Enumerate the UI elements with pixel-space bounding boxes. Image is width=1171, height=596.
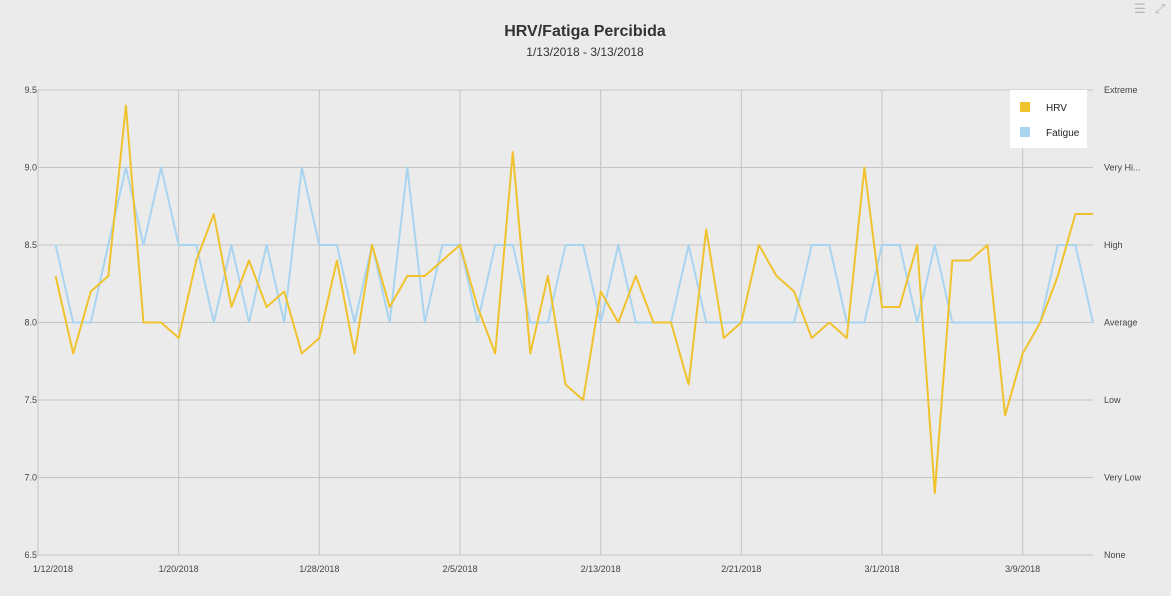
y-left-tick-label: 9.0 <box>24 163 37 173</box>
y-right-tick-label: High <box>1104 240 1123 250</box>
x-tick-label: 2/5/2018 <box>442 564 477 574</box>
y-left-tick-label: 9.5 <box>24 85 37 95</box>
y-left-tick-label: 7.5 <box>24 395 37 405</box>
y-right-tick-label: None <box>1104 550 1126 560</box>
y-left-tick-label: 6.5 <box>24 550 37 560</box>
x-tick-label: 3/1/2018 <box>864 564 899 574</box>
y-right-tick-label: Very Low <box>1104 473 1142 483</box>
y-left-tick-label: 8.0 <box>24 318 37 328</box>
series-line-hrv <box>54 104 1093 494</box>
x-tick-label: 3/9/2018 <box>1005 564 1040 574</box>
y-right-tick-label: Low <box>1104 395 1121 405</box>
x-tick-label: 1/20/2018 <box>159 564 199 574</box>
y-left-tick-label: 8.5 <box>24 240 37 250</box>
y-right-tick-label: Extreme <box>1104 85 1138 95</box>
chart-subtitle: 1/13/2018 - 3/13/2018 <box>526 45 644 59</box>
chart-title: HRV/Fatiga Percibida <box>504 23 666 40</box>
legend-swatch-hrv <box>1020 102 1030 112</box>
series-line-fatigue <box>54 166 1094 324</box>
x-tick-label: 1/12/2018 <box>33 564 73 574</box>
y-left-tick-label: 7.0 <box>24 473 37 483</box>
x-tick-label: 1/28/2018 <box>299 564 339 574</box>
x-tick-label: 2/21/2018 <box>721 564 761 574</box>
legend-label-fatigue[interactable]: Fatigue <box>1046 128 1080 139</box>
legend-label-hrv[interactable]: HRV <box>1046 103 1067 114</box>
legend: HRV Fatigue <box>1010 90 1087 148</box>
legend-box <box>1010 90 1087 148</box>
y-right-tick-label: Average <box>1104 318 1137 328</box>
collapse-arrows-icon[interactable]: ⤢ <box>1154 1 1166 16</box>
hamburger-menu-icon[interactable]: ☰ <box>1134 1 1146 16</box>
x-tick-label: 2/13/2018 <box>581 564 621 574</box>
y-right-tick-label: Very Hi... <box>1104 163 1141 173</box>
legend-swatch-fatigue <box>1020 127 1030 137</box>
